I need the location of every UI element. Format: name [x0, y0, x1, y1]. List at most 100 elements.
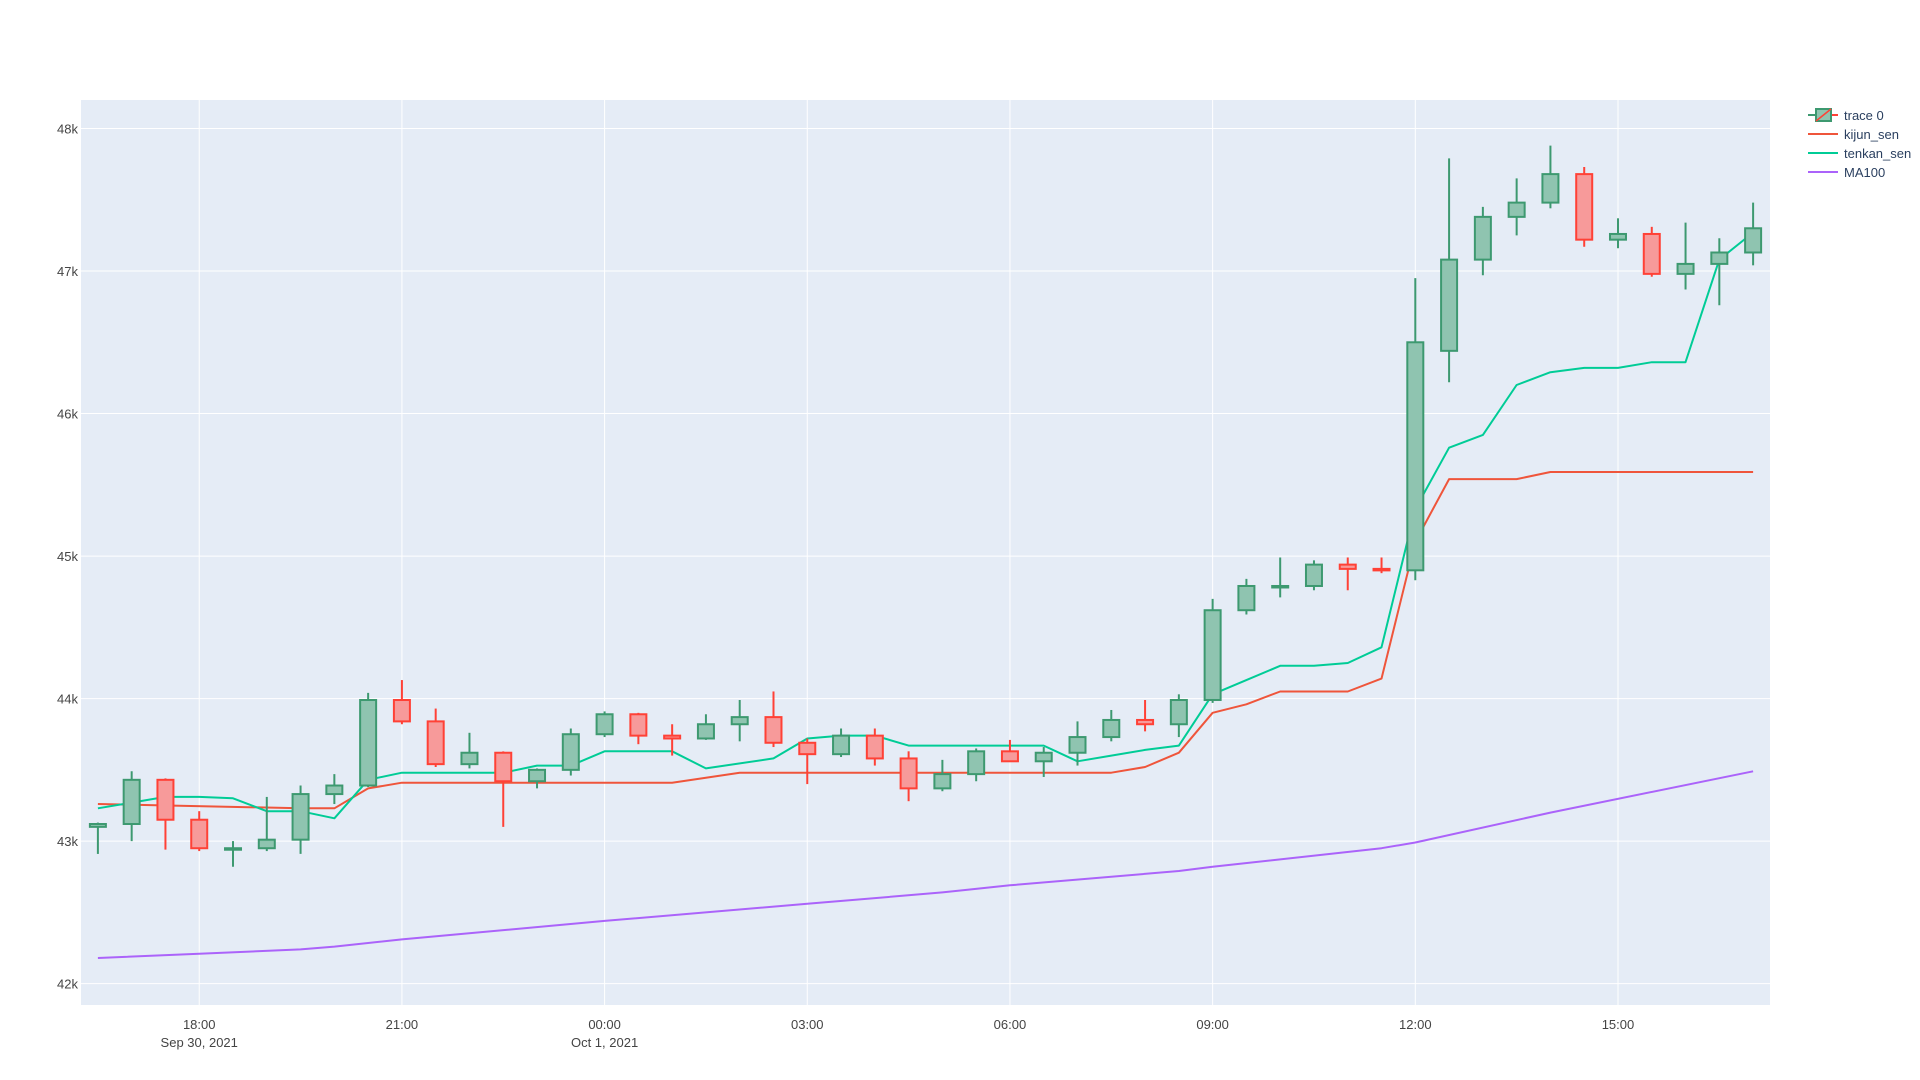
candle-body	[1169, 699, 1188, 726]
candle-body	[1473, 215, 1492, 261]
candle-increasing	[561, 728, 580, 776]
candle-body	[764, 716, 783, 744]
candle-body	[1237, 584, 1256, 612]
candle-body	[1338, 563, 1357, 570]
legend-candle-split	[1815, 108, 1832, 122]
candle-body	[1068, 736, 1087, 754]
x-tick-label: 06:00	[994, 1017, 1027, 1032]
candle-increasing	[1676, 222, 1695, 290]
y-axis-ticks: 42k 43k 44k 45k 46k 47k 48k	[57, 122, 78, 992]
candle-body	[899, 757, 918, 790]
candle-increasing	[257, 796, 276, 852]
y-tick-label: 48k	[57, 122, 78, 137]
candle-increasing	[224, 841, 243, 867]
x-tick-label: 21:00	[386, 1017, 419, 1032]
candle-body	[933, 773, 952, 790]
candle-increasing	[1507, 178, 1526, 236]
candle-body	[190, 818, 209, 850]
legend[interactable]: trace 0 kijun_sen tenkan_sen MA100	[1808, 108, 1911, 180]
candle-body	[88, 823, 107, 828]
x-tick-date-label: Sep 30, 2021	[161, 1035, 238, 1050]
candle-body	[494, 751, 513, 783]
candle-body	[1507, 201, 1526, 218]
candle-body	[967, 750, 986, 776]
y-tick-label: 42k	[57, 977, 78, 992]
candle-increasing	[1169, 694, 1188, 738]
x-tick-label: 12:00	[1399, 1017, 1432, 1032]
candle-decreasing	[1338, 557, 1357, 591]
candle-increasing	[1710, 238, 1729, 306]
candle-increasing	[933, 759, 952, 792]
candle-body	[528, 768, 547, 783]
y-tick-label: 47k	[57, 264, 78, 279]
candle-decreasing	[764, 691, 783, 748]
candle-body	[257, 838, 276, 850]
candle-increasing	[1744, 202, 1763, 266]
candle-body	[730, 716, 749, 726]
candle-body	[392, 699, 411, 723]
candle-increasing	[1034, 747, 1053, 777]
candle-increasing	[730, 700, 749, 742]
candle-body	[1203, 609, 1222, 702]
candle-increasing	[967, 748, 986, 782]
candle-body	[1744, 227, 1763, 254]
candle-body	[460, 751, 479, 766]
candle-increasing	[1608, 218, 1627, 249]
candle-body	[224, 847, 243, 851]
candles	[88, 145, 1763, 867]
candle-body	[1575, 173, 1594, 241]
legend-item-trace-0[interactable]: trace 0	[1808, 108, 1884, 123]
candle-decreasing	[1575, 166, 1594, 247]
candle-increasing	[1203, 598, 1222, 703]
candle-decreasing	[156, 778, 175, 850]
candle-increasing	[460, 732, 479, 769]
candle-decreasing	[1372, 557, 1391, 574]
y-tick-label: 46k	[57, 407, 78, 422]
candle-decreasing	[426, 708, 445, 767]
candle-body	[798, 741, 817, 756]
candle-increasing	[1068, 721, 1087, 766]
candle-increasing	[528, 768, 547, 789]
y-tick-label: 43k	[57, 834, 78, 849]
candle-increasing	[1473, 206, 1492, 276]
candle-body	[1642, 232, 1661, 275]
x-tick-label: 03:00	[791, 1017, 824, 1032]
candle-decreasing	[1000, 739, 1019, 763]
candle-body	[1406, 341, 1425, 572]
plot-background	[81, 100, 1770, 1005]
candle-body	[629, 713, 648, 737]
x-tick-label: 09:00	[1196, 1017, 1229, 1032]
candle-body	[325, 784, 344, 796]
candle-body	[1000, 750, 1019, 763]
candle-body	[122, 778, 141, 826]
candle-increasing	[1440, 158, 1459, 383]
candle-increasing	[359, 692, 378, 787]
candle-decreasing	[629, 712, 648, 745]
series-line-kijun-sen	[97, 471, 1754, 810]
x-tick-date-label: Oct 1, 2021	[571, 1035, 638, 1050]
candle-body	[595, 713, 614, 736]
legend-item-tenkan-sen[interactable]: tenkan_sen	[1808, 146, 1911, 161]
candle-increasing	[325, 774, 344, 805]
candle-increasing	[1304, 560, 1323, 591]
legend-item-MA100[interactable]: MA100	[1808, 165, 1885, 180]
y-tick-label: 45k	[57, 549, 78, 564]
candle-increasing	[832, 728, 851, 758]
x-tick-label: 15:00	[1602, 1017, 1635, 1032]
candle-decreasing	[899, 751, 918, 802]
candle-body	[663, 734, 682, 740]
candle-body	[1440, 258, 1459, 352]
candle-body	[865, 734, 884, 760]
candle-body	[1304, 563, 1323, 587]
candle-body	[696, 723, 715, 740]
candle-decreasing	[392, 680, 411, 725]
legend-item-kijun-sen[interactable]: kijun_sen	[1808, 127, 1899, 142]
candlestick-icon	[1808, 108, 1838, 122]
candle-increasing	[696, 714, 715, 740]
series-line-MA100	[97, 770, 1754, 959]
candle-body	[1102, 718, 1121, 739]
candle-body	[291, 793, 310, 841]
candle-increasing	[1102, 709, 1121, 742]
candle-body	[426, 720, 445, 766]
